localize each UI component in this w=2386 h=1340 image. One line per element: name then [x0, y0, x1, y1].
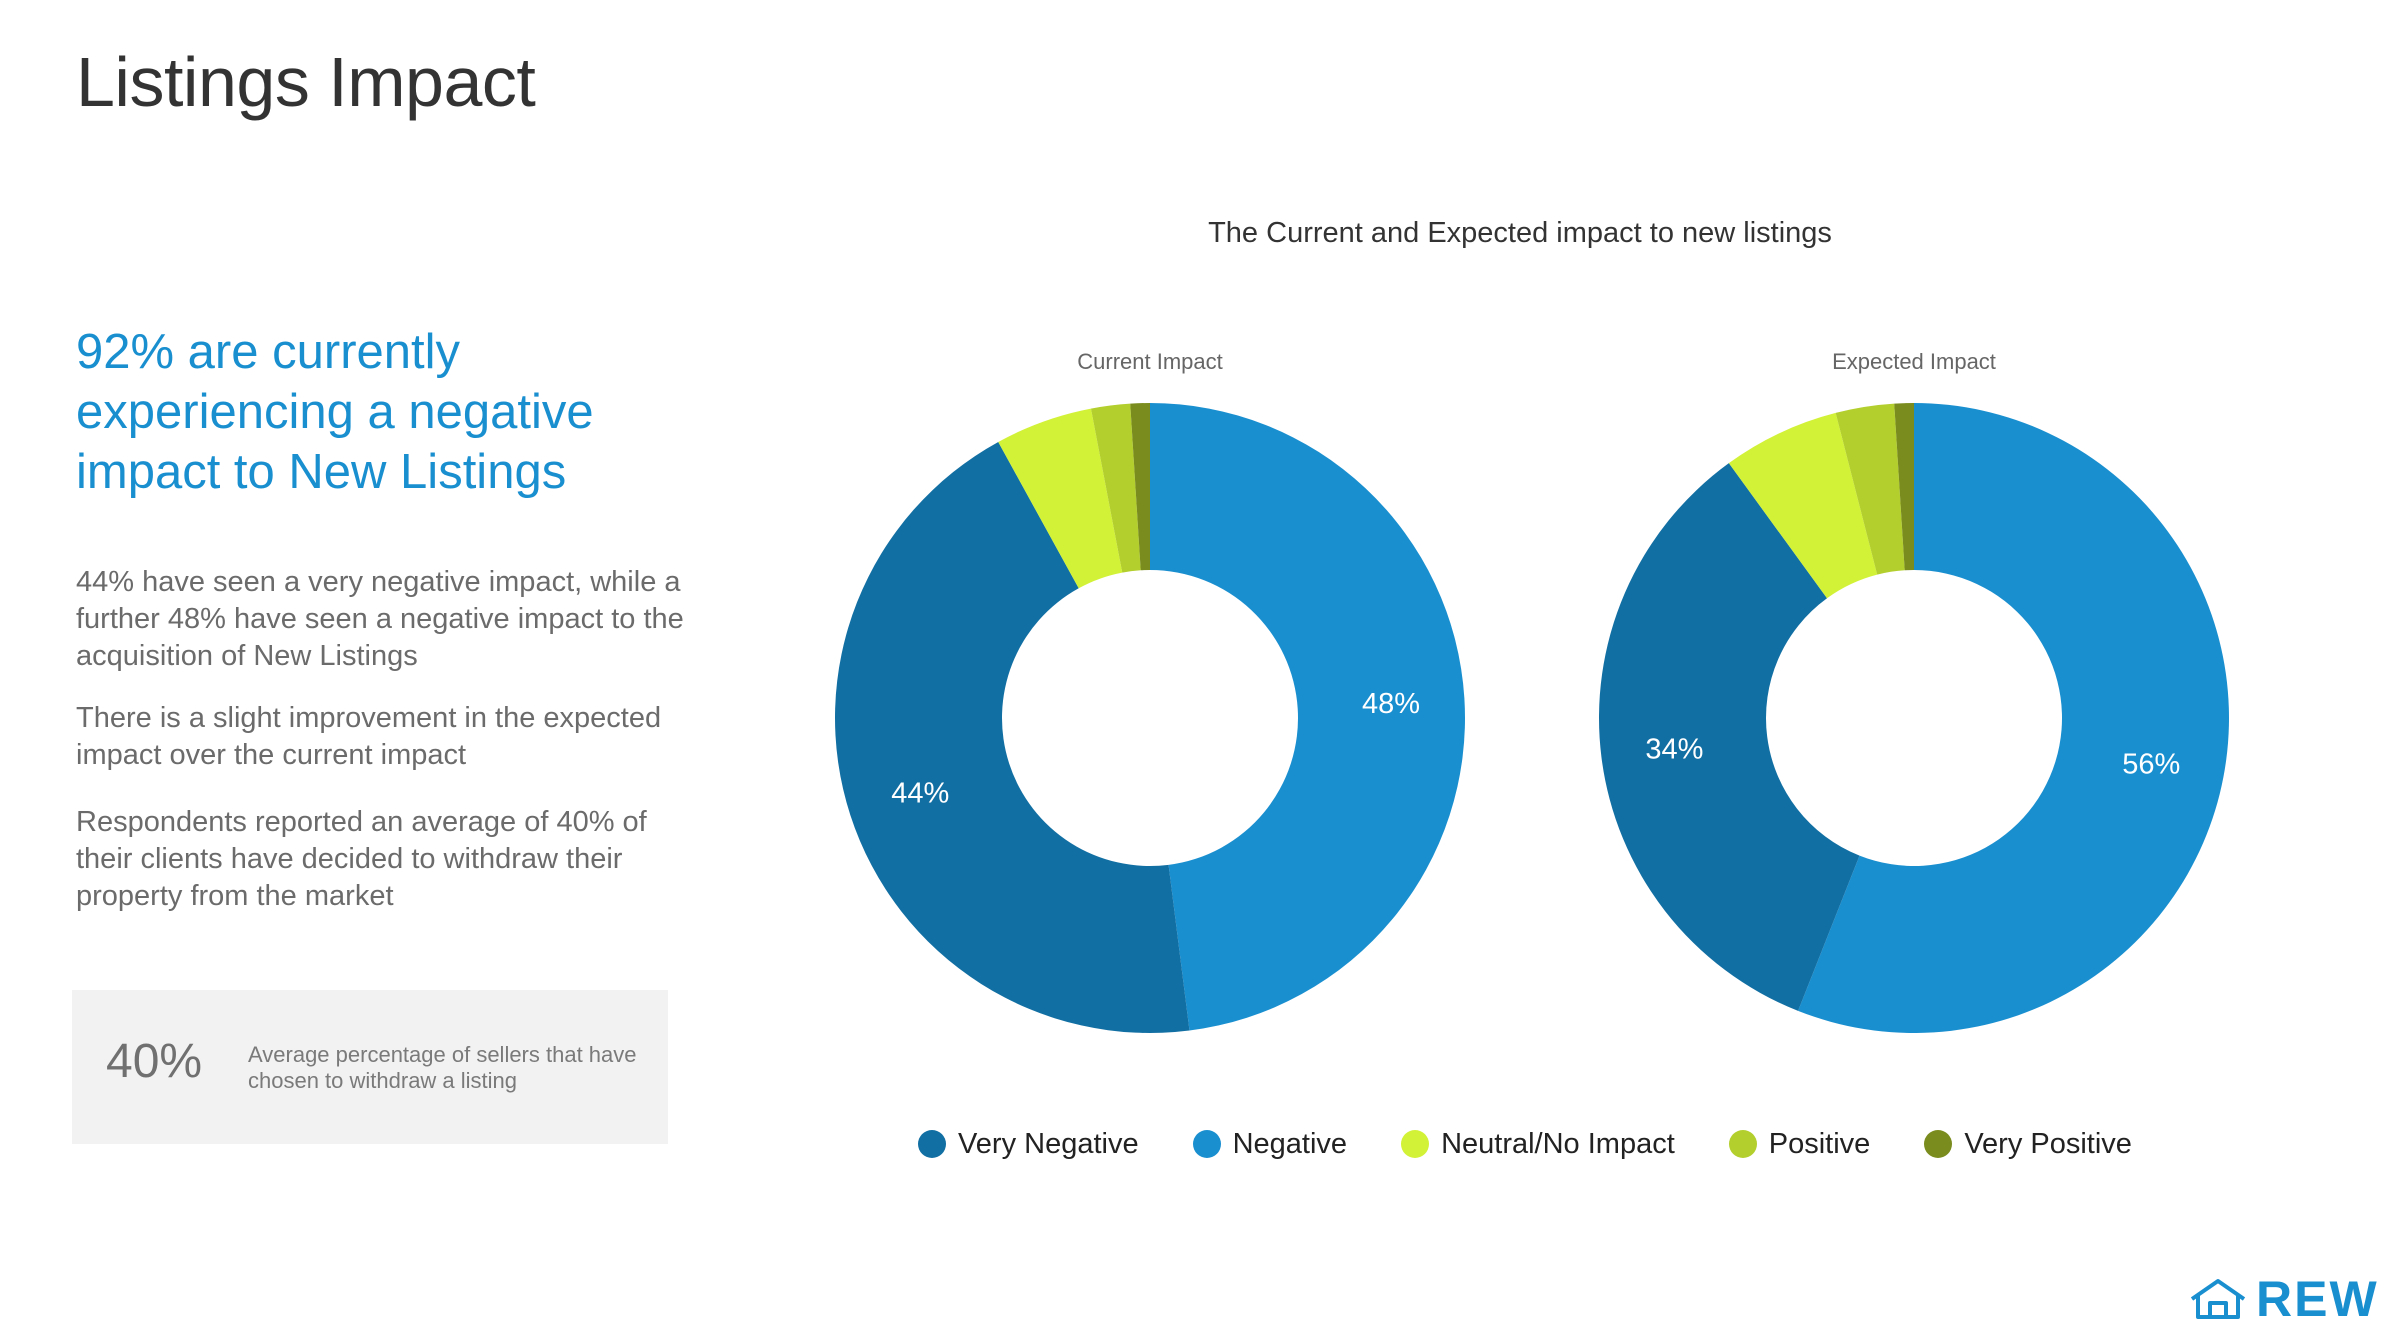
current-slice-neutral-no-impact	[998, 408, 1123, 589]
expected-slice-negative	[1798, 403, 2229, 1033]
stat-value: 40%	[106, 1035, 203, 1088]
paragraph-improvement: There is a slight improvement in the exp…	[76, 702, 662, 771]
logo-text: REW	[2256, 1271, 2379, 1327]
expected-label-very-negative: 34%	[1645, 733, 1703, 765]
stat-box: 40% Average percentage of sellers that h…	[72, 990, 668, 1144]
legend-item-negative: Negative	[1192, 1127, 1348, 1161]
current-slice-very-positive	[1130, 403, 1150, 571]
legend-item-positive: Positive	[1728, 1127, 1871, 1161]
expected-slice-very-positive	[1894, 403, 1914, 571]
house-icon	[2190, 1279, 2246, 1319]
current-label-very-negative: 44%	[891, 778, 949, 810]
legend-swatch	[1401, 1130, 1430, 1158]
expected-slice-neutral-no-impact	[1728, 412, 1878, 599]
chart-title: The Current and Expected impact to new l…	[1208, 217, 1832, 249]
legend-swatch	[1728, 1130, 1757, 1158]
paragraph-withdraw: Respondents reported an average of 40% o…	[76, 806, 647, 912]
current-slice-positive	[1090, 403, 1141, 573]
stat-description: Average percentage of sellers that have …	[248, 1042, 637, 1093]
current-chart-title: Current Impact	[1077, 349, 1223, 374]
legend-item-very-negative: Very Negative	[918, 1128, 1139, 1161]
legend-item-very-positive: Very Positive	[1924, 1128, 2132, 1161]
legend-swatch	[1192, 1130, 1221, 1158]
legend-label: Negative	[1232, 1127, 1348, 1160]
chart-legend: Very Negative Negative Neutral/No Impact Po…	[900, 1118, 2150, 1170]
legend-label: Neutral/No Impact	[1441, 1127, 1675, 1160]
expected-chart-title: Expected Impact	[1832, 349, 1996, 374]
headline: 92% are currently experiencing a negativ…	[76, 325, 594, 499]
current-label-negative: 48%	[1362, 688, 1420, 720]
legend-swatch	[1924, 1130, 1953, 1158]
expected-label-negative: 56%	[2122, 748, 2180, 780]
rew-logo: REW	[2188, 1270, 2379, 1328]
legend-label: Very Negative	[958, 1127, 1139, 1160]
legend-item-neutral-no-impact: Neutral/No Impact	[1401, 1128, 1675, 1161]
expected-slice-positive	[1835, 403, 1905, 575]
legend-label: Positive	[1768, 1127, 1871, 1160]
legend-swatch	[918, 1130, 947, 1158]
legend-label: Very Positive	[1964, 1127, 2132, 1160]
page-title: Listings Impact	[76, 43, 536, 121]
paragraph-very-negative: 44% have seen a very negative impact, wh…	[76, 566, 684, 672]
current-slice-negative	[1150, 403, 1466, 1031]
expected-slice-very-negative	[1599, 463, 1860, 1011]
current-slice-very-negative	[835, 441, 1190, 1034]
